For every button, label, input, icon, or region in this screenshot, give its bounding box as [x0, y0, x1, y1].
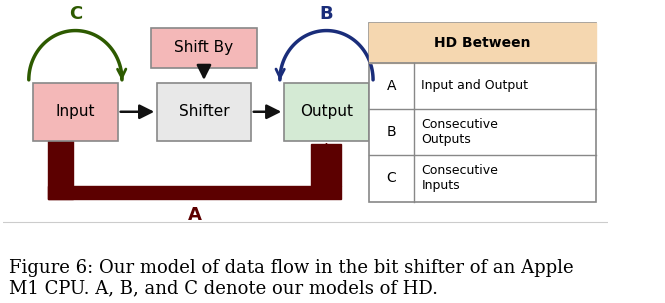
FancyBboxPatch shape: [33, 83, 118, 141]
Text: A: A: [188, 206, 201, 224]
Text: A: A: [387, 79, 396, 93]
Text: HD Between: HD Between: [434, 36, 531, 50]
Text: Input: Input: [56, 104, 95, 119]
Text: Shift By: Shift By: [174, 41, 233, 55]
FancyBboxPatch shape: [151, 28, 257, 68]
Bar: [49, 186, 341, 199]
Text: Consecutive
Inputs: Consecutive Inputs: [422, 165, 498, 192]
Text: C: C: [386, 171, 396, 185]
Text: Figure 6: Our model of data flow in the bit shifter of an Apple
M1 CPU. A, B, an: Figure 6: Our model of data flow in the …: [9, 258, 573, 297]
Text: B: B: [387, 125, 396, 139]
Text: Output: Output: [300, 104, 353, 119]
Bar: [311, 144, 341, 186]
Bar: [369, 23, 596, 62]
Text: Shifter: Shifter: [179, 104, 229, 119]
Text: Input and Output: Input and Output: [422, 79, 529, 92]
FancyBboxPatch shape: [284, 83, 369, 141]
Text: C: C: [68, 5, 82, 23]
Bar: [369, 23, 596, 201]
FancyBboxPatch shape: [157, 83, 251, 141]
Text: B: B: [320, 5, 333, 23]
Bar: [49, 141, 72, 199]
Text: Consecutive
Outputs: Consecutive Outputs: [422, 118, 498, 146]
